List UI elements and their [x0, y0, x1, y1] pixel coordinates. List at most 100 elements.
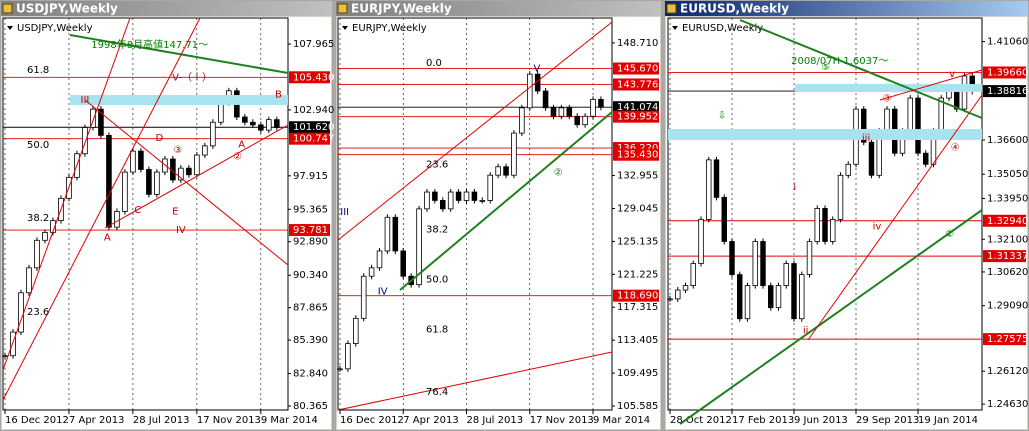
price-tag — [613, 289, 659, 302]
title-icon — [2, 3, 13, 14]
annotation: ⇩ — [718, 110, 726, 121]
candle — [907, 97, 913, 132]
candle — [194, 154, 200, 176]
zone — [668, 129, 982, 140]
price-tag — [983, 214, 1026, 227]
price-tag-label: 136.220 — [617, 143, 658, 154]
y-tick-label: 129.045 — [617, 203, 658, 214]
trendline — [807, 94, 983, 341]
candle — [713, 159, 720, 198]
price-tag-label: 139.952 — [617, 112, 658, 123]
trendline — [84, 99, 289, 266]
price-tag-label: 100.747 — [293, 134, 334, 145]
price-tag — [289, 71, 330, 84]
symbol-label: USDJPY,Weekly — [17, 23, 93, 34]
candle — [861, 108, 867, 143]
y-tick-label: 117.315 — [617, 302, 658, 313]
x-tick-label: 9 Mar 2014 — [261, 415, 318, 426]
y-tick-label: 132.955 — [617, 171, 658, 182]
candle — [558, 107, 565, 117]
candle — [114, 211, 120, 228]
x-tick-label: 7 Apr 2013 — [69, 415, 124, 426]
candle — [266, 119, 272, 131]
annotation: ③ — [173, 145, 182, 156]
trendline — [337, 21, 613, 241]
price-tag-label: 93.781 — [293, 225, 328, 236]
chart-window: EURJPY,Weekly EURJPY,Weekly 148.710 132.955… — [334, 0, 663, 431]
y-tick-label: 92.890 — [293, 237, 328, 248]
candle — [178, 167, 184, 181]
y-tick-label: 82.840 — [293, 369, 328, 380]
candle — [376, 250, 383, 269]
annotation: A — [104, 233, 111, 244]
x-tick-label: 19 Jan 2014 — [918, 415, 978, 426]
trendline — [337, 351, 613, 411]
annotation: iv — [873, 221, 882, 232]
fib-label: 61.8 — [27, 65, 49, 76]
y-tick-label: 125.135 — [617, 236, 658, 247]
annotation: ③ — [883, 94, 892, 105]
candle — [440, 200, 446, 210]
candle — [242, 116, 248, 123]
annotation: V-（ｉ） — [172, 72, 212, 84]
candle — [82, 127, 88, 155]
candle — [42, 232, 48, 241]
x-tick-label: 29 Sep 2013 — [856, 415, 919, 426]
symbol-arrow — [342, 26, 348, 30]
y-tick-label: 95.365 — [293, 204, 328, 215]
trendline — [679, 209, 983, 425]
x-tick-label: 9 Jun 2013 — [794, 415, 848, 426]
fib-label: 23.6 — [27, 307, 49, 318]
y-tick-label: 109.495 — [617, 368, 658, 379]
chart-area — [2, 17, 331, 429]
y-tick-label: 1.35050 — [987, 169, 1028, 180]
y-tick-label: 121.225 — [617, 269, 658, 280]
candle — [416, 208, 422, 286]
candle — [822, 207, 828, 242]
price-tag-label: 118.690 — [617, 291, 658, 302]
candle — [566, 107, 573, 117]
price-tag — [983, 66, 1026, 79]
annotation: ⑤ — [821, 62, 830, 73]
y-tick-label: 90.340 — [293, 270, 328, 281]
candle — [837, 174, 844, 220]
fib-label: 23.6 — [426, 160, 448, 171]
candle — [806, 241, 813, 275]
y-tick-label: 1.36600 — [987, 135, 1028, 146]
title-bar — [665, 1, 1028, 16]
candle — [542, 90, 549, 109]
annotation: IV — [378, 286, 388, 297]
price-tag — [613, 62, 659, 75]
annotation: IV — [176, 225, 186, 236]
x-tick-label: 28 Jul 2013 — [133, 415, 190, 426]
price-tag — [289, 121, 330, 134]
annotation: ② — [554, 168, 563, 179]
plot-frame — [337, 17, 613, 411]
title-bar — [336, 1, 661, 16]
annotation: III — [81, 95, 90, 106]
price-tag-label: 101.620 — [293, 122, 334, 133]
candle — [706, 159, 712, 220]
annotation: III — [340, 207, 349, 218]
price-tag — [613, 78, 659, 91]
candle — [258, 124, 264, 131]
candle — [884, 108, 890, 132]
y-tick-label: 105.585 — [617, 401, 658, 412]
annotation: 2008/07H 1.6037～ — [791, 56, 888, 67]
window-title: EURJPY,Weekly — [351, 2, 452, 16]
candle — [690, 263, 696, 287]
annotation: ② — [233, 151, 242, 162]
candle — [526, 73, 533, 109]
candle — [744, 285, 751, 320]
trendlines — [2, 17, 983, 425]
candle — [783, 263, 789, 287]
candle — [218, 102, 224, 123]
annotation: C — [134, 205, 141, 216]
annotation: i — [793, 182, 796, 193]
candle — [424, 191, 430, 210]
candle — [760, 241, 766, 287]
price-tag — [983, 333, 1026, 346]
y-tick-label: 113.405 — [617, 335, 658, 346]
candle — [961, 75, 968, 110]
